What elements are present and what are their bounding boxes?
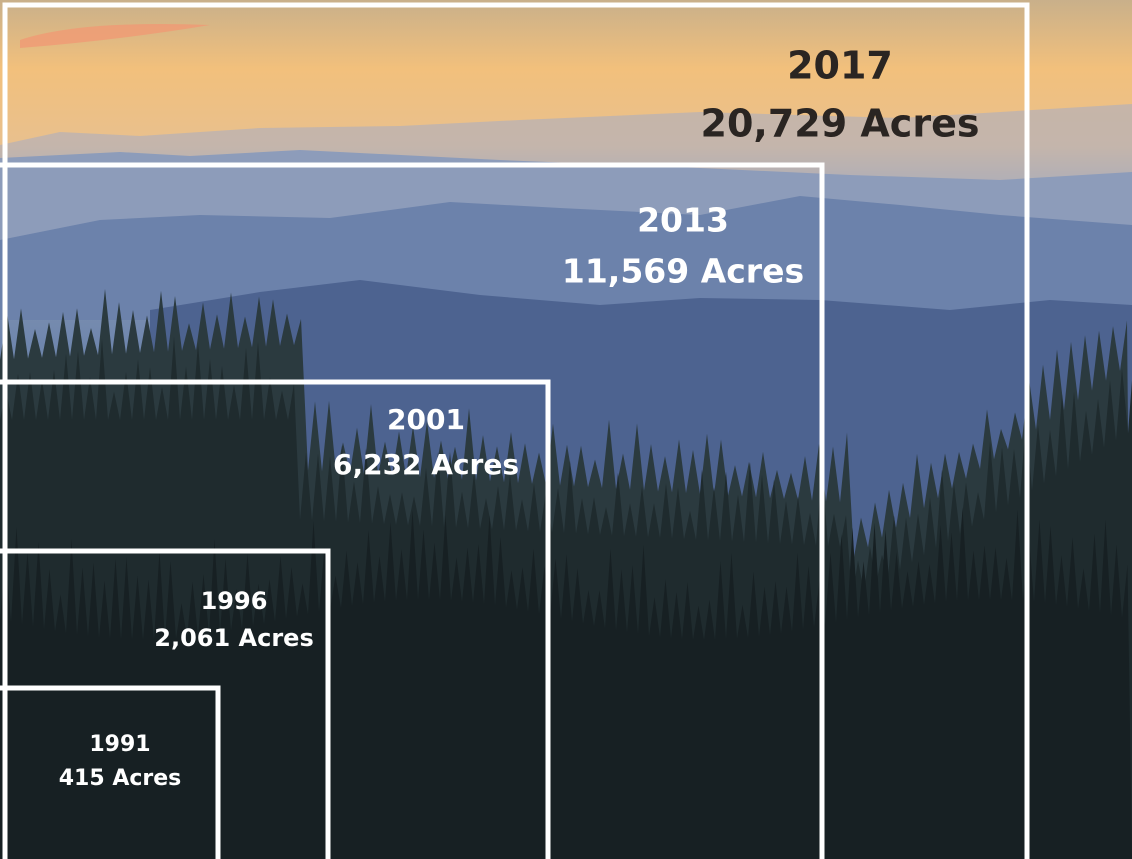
page: 2017 20,729 Acres 2013 11,569 Acres 2001…	[0, 0, 1132, 859]
year-label: 2013	[637, 201, 729, 240]
year-label: 1991	[89, 732, 150, 757]
year-label: 1996	[201, 587, 268, 615]
acres-label: 20,729 Acres	[701, 102, 980, 146]
acres-label: 6,232 Acres	[333, 448, 519, 481]
acres-label: 415 Acres	[59, 766, 182, 791]
year-label: 2017	[787, 44, 893, 88]
year-label: 2001	[387, 403, 465, 436]
acres-label: 11,569 Acres	[562, 252, 804, 291]
infographic: 2017 20,729 Acres 2013 11,569 Acres 2001…	[0, 0, 1132, 859]
acres-label: 2,061 Acres	[154, 624, 313, 652]
